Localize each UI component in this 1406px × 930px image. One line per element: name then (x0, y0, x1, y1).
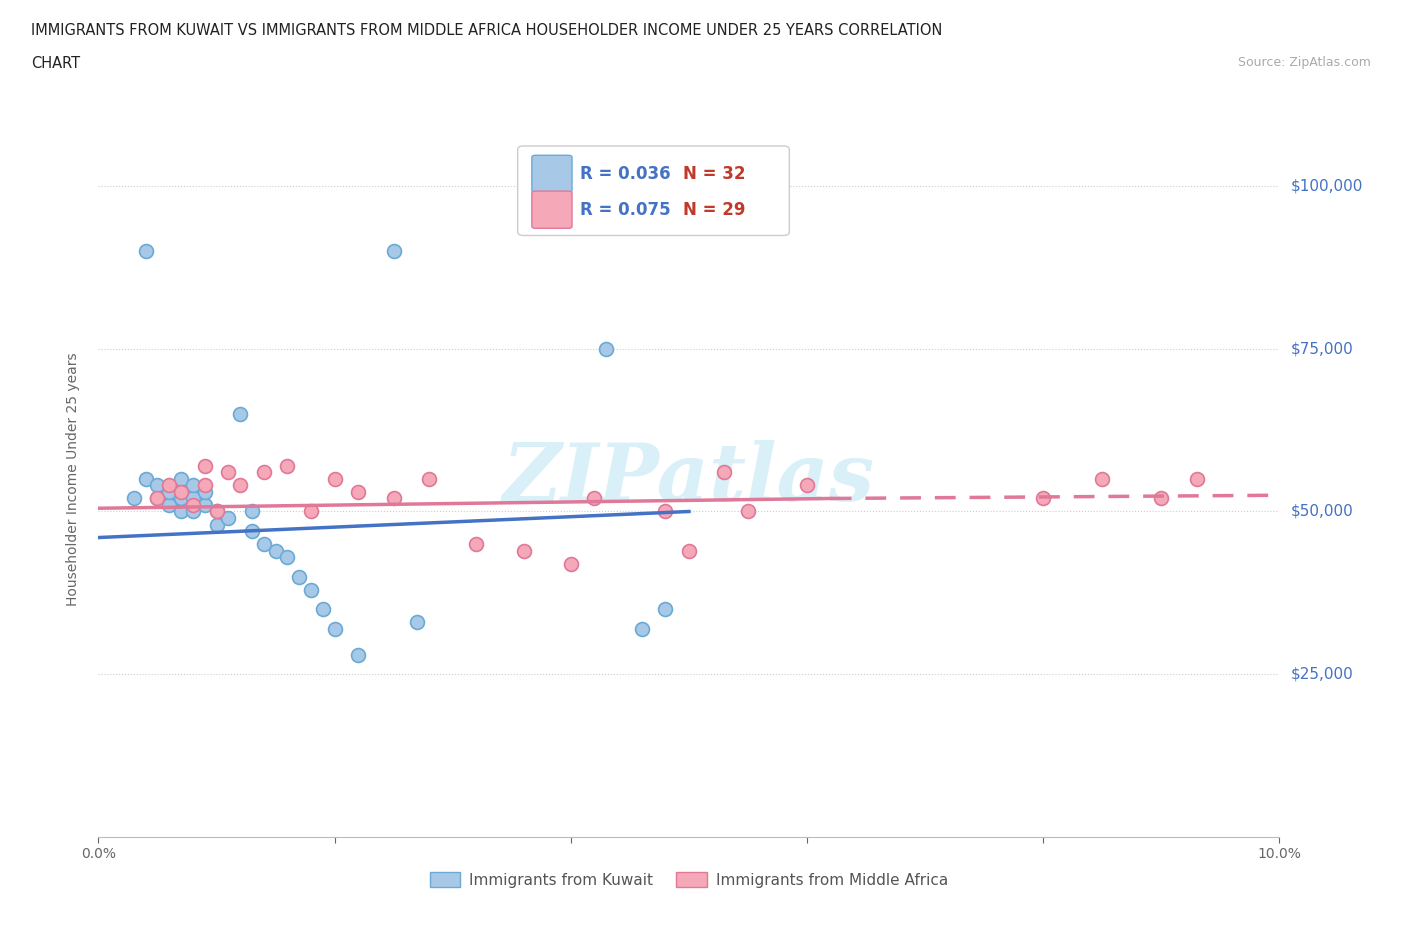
Point (253, 537, 276, 551)
Point (157, 478, 180, 493)
Text: $100,000: $100,000 (1291, 179, 1362, 193)
Point (406, 615, 429, 630)
Point (217, 465, 239, 480)
Point (737, 504, 759, 519)
Text: ZIPatlas: ZIPatlas (503, 440, 875, 518)
Point (347, 485, 370, 499)
Point (181, 504, 204, 519)
Text: $25,000: $25,000 (1291, 667, 1354, 682)
Point (122, 491, 145, 506)
Text: IMMIGRANTS FROM KUWAIT VS IMMIGRANTS FROM MIDDLE AFRICA HOUSEHOLDER INCOME UNDER: IMMIGRANTS FROM KUWAIT VS IMMIGRANTS FRO… (31, 23, 942, 38)
Point (229, 478, 252, 493)
Point (194, 478, 217, 493)
Text: N = 32: N = 32 (683, 165, 745, 183)
Point (240, 504, 263, 519)
Point (146, 478, 169, 493)
Point (229, 406, 252, 421)
Point (299, 582, 322, 597)
Point (135, 472, 157, 486)
Legend: Immigrants from Kuwait, Immigrants from Middle Africa: Immigrants from Kuwait, Immigrants from … (423, 866, 955, 894)
FancyBboxPatch shape (531, 155, 572, 193)
Point (217, 511, 239, 525)
Point (194, 485, 217, 499)
Point (205, 504, 228, 519)
Point (253, 465, 276, 480)
Y-axis label: Householder Income Under 25 years: Householder Income Under 25 years (66, 352, 80, 605)
Point (1091, 472, 1114, 486)
Text: R = 0.036: R = 0.036 (581, 165, 671, 183)
Point (205, 504, 228, 519)
Point (512, 543, 534, 558)
Point (1185, 472, 1208, 486)
Point (288, 569, 311, 584)
Point (135, 244, 157, 259)
Point (146, 491, 169, 506)
Point (418, 472, 440, 486)
Point (157, 498, 180, 512)
Point (181, 478, 204, 493)
Point (560, 556, 582, 571)
Point (347, 647, 370, 662)
FancyBboxPatch shape (531, 191, 572, 229)
Point (170, 504, 193, 519)
Point (630, 621, 652, 636)
Point (194, 458, 217, 473)
Point (157, 485, 180, 499)
Text: R = 0.075: R = 0.075 (581, 201, 671, 219)
Point (583, 491, 606, 506)
Point (713, 465, 735, 480)
Point (678, 543, 700, 558)
Text: Source: ZipAtlas.com: Source: ZipAtlas.com (1237, 56, 1371, 69)
Point (1150, 491, 1173, 506)
Point (240, 524, 263, 538)
Point (205, 517, 228, 532)
Text: $50,000: $50,000 (1291, 504, 1354, 519)
Point (382, 491, 405, 506)
Text: $75,000: $75,000 (1291, 341, 1354, 356)
FancyBboxPatch shape (517, 146, 789, 235)
Point (465, 537, 488, 551)
Point (181, 491, 204, 506)
Point (170, 491, 193, 506)
Point (796, 478, 818, 493)
Point (382, 244, 405, 259)
Point (323, 472, 346, 486)
Point (276, 550, 298, 565)
Point (170, 485, 193, 499)
Point (276, 458, 298, 473)
Point (181, 498, 204, 512)
Point (323, 621, 346, 636)
Point (146, 491, 169, 506)
Point (264, 543, 287, 558)
Text: N = 29: N = 29 (683, 201, 745, 219)
Point (654, 602, 676, 617)
Point (170, 472, 193, 486)
Point (654, 504, 676, 519)
Point (194, 498, 217, 512)
Point (312, 602, 335, 617)
Text: CHART: CHART (31, 56, 80, 71)
Point (1032, 491, 1054, 506)
Point (595, 341, 617, 356)
Point (299, 504, 322, 519)
